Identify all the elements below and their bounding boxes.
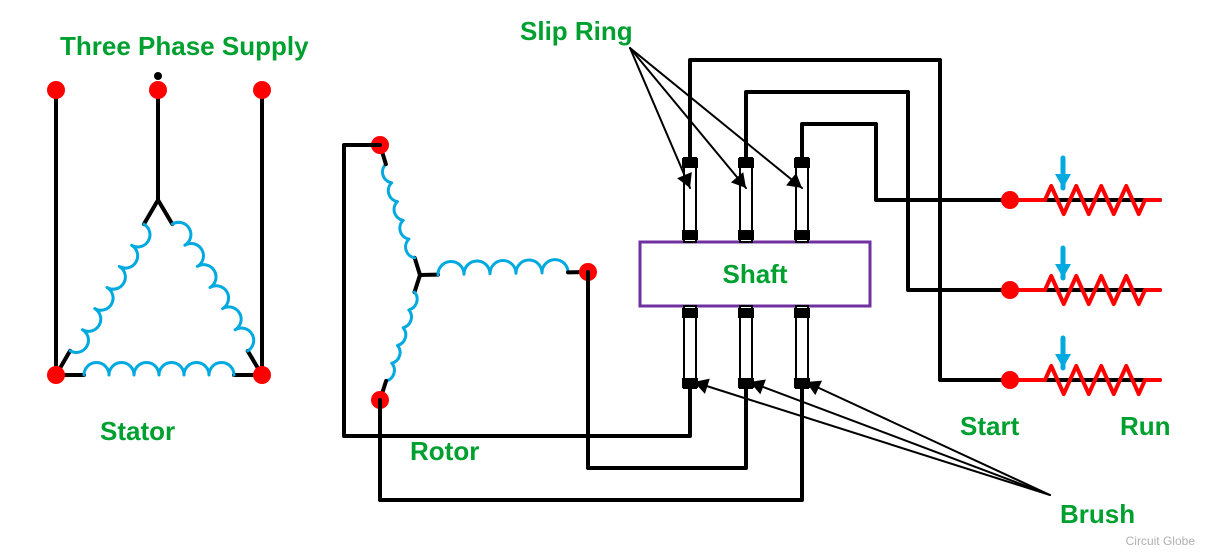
rotor-group xyxy=(371,136,597,409)
slip-ring-label: Slip Ring xyxy=(520,16,633,46)
three-phase-supply-label: Three Phase Supply xyxy=(60,31,309,61)
shaft-label: Shaft xyxy=(723,259,788,289)
rotor-label: Rotor xyxy=(410,436,479,466)
stator-label: Stator xyxy=(100,416,175,446)
brush-label: Brush xyxy=(1060,499,1135,529)
start-label: Start xyxy=(960,411,1020,441)
watermark-label: Circuit Globe xyxy=(1126,534,1196,548)
run-label: Run xyxy=(1120,411,1171,441)
stator-group xyxy=(47,72,271,384)
